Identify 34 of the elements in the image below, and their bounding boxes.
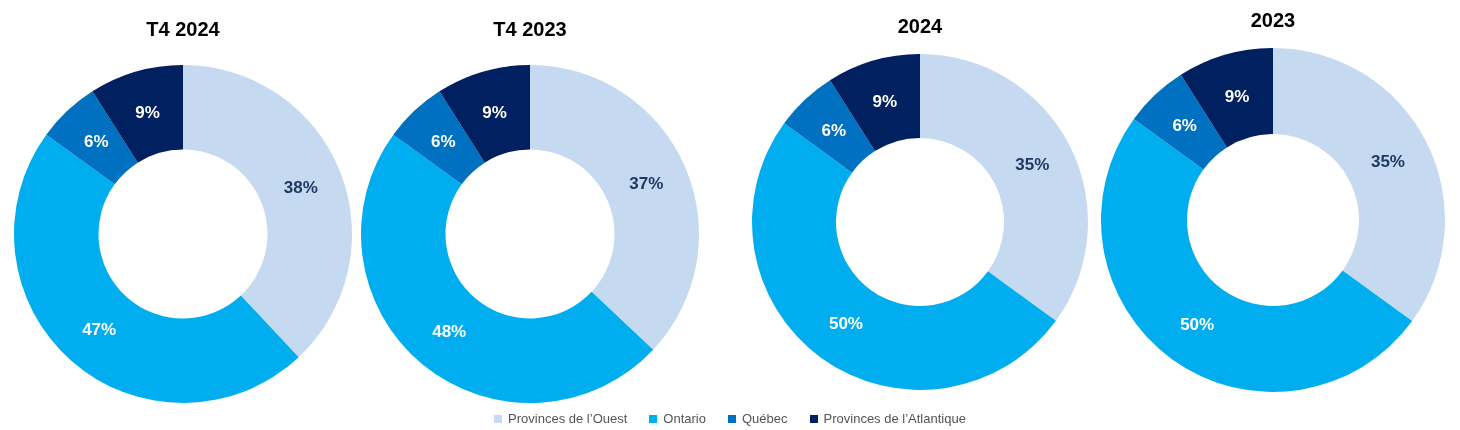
donut-slice [46, 91, 138, 185]
data-label: 47% [82, 319, 117, 339]
data-label: 50% [1180, 314, 1215, 334]
donut-slice [183, 65, 352, 358]
donut-slice [393, 91, 485, 185]
legend-label: Provinces de l’Atlantique [823, 411, 966, 426]
donut-slice [530, 65, 699, 350]
chart-title: T4 2024 [145, 18, 221, 41]
data-label: 6% [430, 132, 456, 152]
data-label: 9% [872, 91, 898, 111]
data-label: 6% [1172, 116, 1197, 136]
data-label: 6% [83, 132, 109, 152]
chart-title: T4 2023 [492, 18, 568, 41]
data-label: 35% [1015, 155, 1050, 175]
donut-slice [920, 54, 1088, 321]
legend-label: Québec [741, 411, 788, 426]
data-label: 9% [135, 102, 160, 122]
data-label: 38% [283, 177, 318, 197]
data-label: 9% [482, 102, 507, 122]
chart-title: 2024 [896, 15, 944, 38]
data-label: 9% [1224, 86, 1250, 106]
donut-slice [752, 123, 1056, 390]
legend-label: Ontario [663, 411, 706, 426]
data-label: 37% [629, 174, 664, 194]
donut-slice [784, 80, 875, 173]
donut-slice [1101, 118, 1413, 392]
data-label: 35% [1370, 151, 1405, 171]
data-label: 6% [821, 120, 847, 140]
donut-slice [1273, 48, 1445, 322]
data-label: 48% [432, 322, 467, 342]
chart-title: 2023 [1249, 9, 1297, 32]
donut-slice [1133, 74, 1227, 170]
data-label: 50% [828, 314, 863, 334]
legend-label: Provinces de l’Ouest [508, 411, 628, 426]
